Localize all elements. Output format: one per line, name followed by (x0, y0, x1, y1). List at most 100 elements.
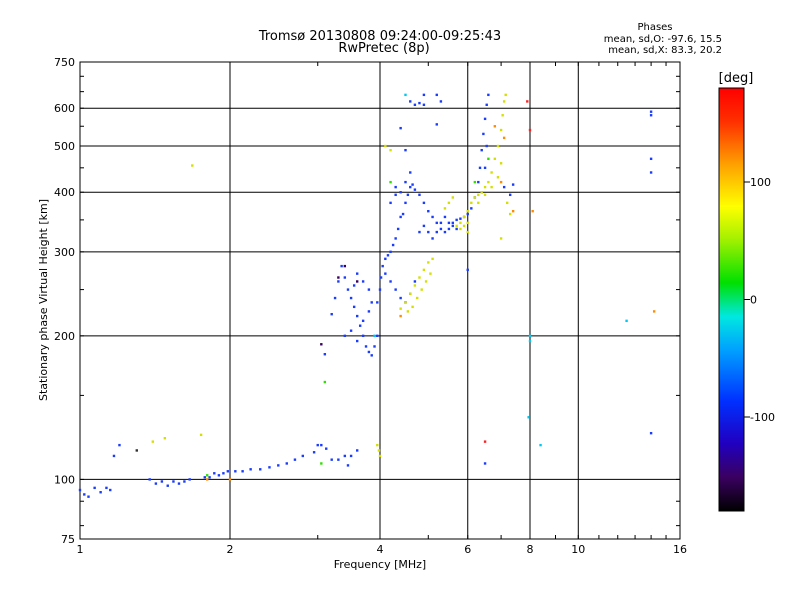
data-point (649, 110, 653, 113)
data-point (337, 276, 340, 279)
data-point (356, 280, 359, 283)
data-point (409, 185, 412, 189)
data-point (406, 310, 410, 313)
data-point (386, 254, 390, 257)
data-point (377, 449, 381, 452)
data-point (528, 128, 532, 132)
x-tick-label: 16 (673, 543, 687, 556)
data-point (477, 201, 480, 205)
data-point (439, 221, 443, 225)
data-point (378, 454, 382, 458)
x-tick-label: 6 (464, 543, 471, 556)
data-point (394, 237, 397, 240)
data-point (349, 454, 353, 458)
colorbar: [deg] 100 0 -100 (718, 71, 775, 512)
data-point (99, 491, 102, 494)
data-point (424, 280, 428, 283)
data-point (381, 264, 384, 268)
data-point (496, 144, 500, 148)
data-point (166, 484, 169, 487)
data-point (493, 157, 497, 161)
data-point (508, 212, 512, 216)
data-point (406, 193, 410, 197)
data-point (378, 288, 382, 291)
data-point (493, 125, 497, 128)
data-point (320, 343, 323, 346)
data-point (443, 215, 447, 219)
data-point (422, 103, 426, 106)
data-point (404, 301, 407, 304)
data-point (527, 416, 530, 419)
data-point (396, 227, 400, 231)
data-point (343, 454, 347, 458)
data-point (333, 296, 337, 300)
data-point (539, 443, 542, 447)
data-point (384, 272, 387, 275)
data-point (320, 443, 323, 447)
data-point (361, 334, 365, 338)
data-point (293, 458, 297, 461)
data-point (411, 305, 414, 309)
data-point (285, 462, 288, 465)
data-point (361, 280, 365, 283)
data-point (367, 350, 371, 354)
data-point (148, 478, 151, 481)
data-point (443, 230, 447, 234)
data-point (191, 164, 194, 167)
data-point (649, 114, 653, 117)
data-point (455, 224, 458, 228)
data-point (105, 486, 108, 490)
data-point (234, 470, 237, 473)
data-point (455, 218, 458, 222)
data-point (462, 215, 466, 219)
data-point (451, 196, 455, 199)
data-point (483, 166, 487, 170)
data-point (496, 176, 500, 179)
data-point (343, 276, 347, 279)
data-point (431, 237, 434, 240)
x-tick-label: 8 (527, 543, 534, 556)
data-point (502, 100, 506, 103)
data-point (435, 123, 438, 126)
data-point (459, 221, 462, 225)
data-point (501, 114, 504, 117)
data-point (506, 201, 509, 205)
data-point (213, 472, 216, 475)
data-point (203, 476, 206, 479)
data-point (499, 180, 503, 184)
data-point (439, 227, 443, 231)
data-point (459, 217, 462, 220)
data-point (531, 209, 534, 213)
data-point (447, 201, 451, 205)
phases-x-stats: mean, sd,X: 83.3, 20.2 (608, 45, 722, 56)
data-point (485, 144, 488, 148)
data-point (477, 193, 480, 197)
data-point (652, 310, 656, 313)
data-point (418, 276, 421, 279)
data-point (443, 207, 447, 210)
data-point (346, 464, 350, 467)
data-point (389, 180, 392, 184)
data-point (399, 296, 402, 300)
data-point (502, 136, 506, 140)
y-tick-label: 750 (54, 56, 75, 69)
data-point (151, 440, 155, 443)
y-tick-label: 600 (54, 102, 75, 115)
data-point (447, 221, 451, 225)
data-point (462, 224, 466, 228)
data-point (502, 185, 506, 189)
colorbar-tick-label: 100 (750, 176, 771, 189)
data-point (404, 201, 407, 205)
data-point (337, 458, 340, 461)
data-point (499, 237, 503, 240)
data-point (356, 314, 359, 318)
data-point (340, 264, 343, 268)
data-point (528, 339, 532, 343)
data-point (349, 329, 353, 332)
data-point (409, 100, 412, 103)
data-point (418, 101, 421, 105)
data-point (649, 157, 653, 161)
data-point (399, 191, 402, 194)
phases-o-stats: mean, sd,O: -97.6, 15.5 (604, 34, 722, 45)
